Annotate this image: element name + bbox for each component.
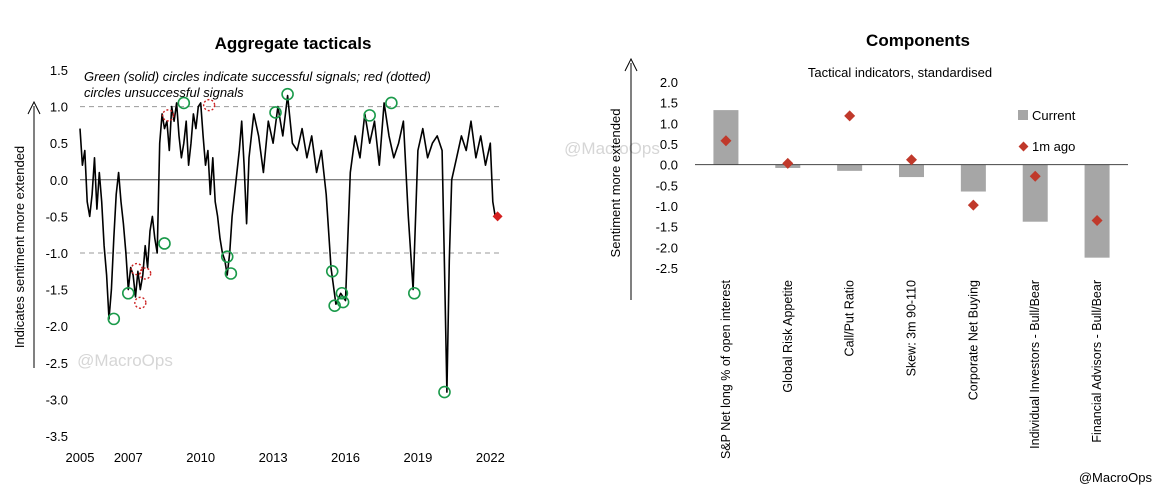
left-y-tick-label: -3.5 <box>46 429 68 444</box>
right-y-tick-label: -1.5 <box>656 220 678 235</box>
right-y-tick-label: 0.5 <box>660 137 678 152</box>
right-y-axis-label: Sentiment more extended <box>608 109 623 258</box>
current-bar <box>960 164 986 192</box>
annotation-line-2: circles unsuccessful signals <box>84 85 244 100</box>
failed-signal-circle <box>134 296 147 309</box>
one-month-ago-marker <box>844 110 856 122</box>
tacticals-series-line <box>79 94 496 393</box>
right-y-tick-label: 2.0 <box>660 75 678 90</box>
left-y-tick-label: -1.0 <box>46 246 68 261</box>
right-ylabel-arrow-head <box>624 57 638 72</box>
failed-signal-circle <box>138 267 152 280</box>
aggregate-tacticals-chart: Aggregate tacticals @MacroOps 1.5 1.0 0.5 0… <box>12 34 505 465</box>
annotation-line-1: Green (solid) circles indicate successfu… <box>84 69 431 84</box>
right-y-tick-label: 0.0 <box>660 158 678 173</box>
right-y-tick-label: -0.5 <box>656 178 678 193</box>
one-month-ago-marker <box>1029 170 1041 182</box>
success-signal-circle <box>336 295 350 309</box>
right-y-tick-label: -2.5 <box>656 261 678 276</box>
right-watermark: @MacroOps <box>564 139 660 158</box>
left-chart-title: Aggregate tacticals <box>215 34 372 53</box>
one-month-ago-marker <box>906 154 917 166</box>
left-y-tick-label: -1.5 <box>46 283 68 298</box>
right-chart-subtitle: Tactical indicators, standardised <box>808 65 992 80</box>
success-signal-circle <box>335 286 349 300</box>
success-signal-circle <box>107 312 121 326</box>
one-month-ago-marker <box>720 135 732 147</box>
left-ylabel-arrow-head <box>27 100 41 115</box>
credit-text: @MacroOps <box>1079 470 1153 485</box>
left-x-tick-label: 2016 <box>331 450 360 465</box>
left-x-tick-label: 2005 <box>66 450 95 465</box>
success-signal-circle <box>224 267 238 280</box>
left-x-tick-label: 2019 <box>403 450 432 465</box>
failed-signal-circle <box>202 98 216 112</box>
success-signal-circle <box>363 109 376 122</box>
left-x-tick-label: 2010 <box>186 450 215 465</box>
left-y-tick-label: 0.5 <box>50 136 68 151</box>
success-signal-circle <box>438 385 451 399</box>
left-x-tick-label: 2007 <box>114 450 143 465</box>
left-watermark: @MacroOps <box>77 351 173 370</box>
category-label: Financial Advisors - Bull/Bear <box>1090 280 1104 443</box>
success-signal-circle <box>177 96 191 110</box>
success-signal-circle <box>385 96 398 110</box>
left-y-tick-label: -3.0 <box>46 392 68 407</box>
left-y-axis-label: Indicates sentiment more extended <box>12 146 27 348</box>
legend: Current 1m ago <box>1018 108 1076 154</box>
legend-label-1m-ago: 1m ago <box>1032 139 1075 154</box>
right-chart-title: Components <box>866 31 970 50</box>
current-bar <box>1084 164 1110 258</box>
components-chart: Components Tactical indicators, standard… <box>564 31 1128 459</box>
category-label: Corporate Net Buying <box>966 280 980 400</box>
one-month-ago-marker <box>782 157 794 169</box>
right-y-tick-label: -2.0 <box>656 240 678 255</box>
left-x-tick-label: 2013 <box>259 450 288 465</box>
failed-signal-circle <box>130 262 143 276</box>
one-month-ago-marker <box>1091 214 1103 226</box>
failed-signal-circle <box>161 109 175 122</box>
success-signal-circle <box>158 237 171 250</box>
success-signal-circle <box>408 286 421 300</box>
current-bar <box>899 164 924 178</box>
success-signal-circle <box>281 87 294 101</box>
legend-swatch-1m-ago <box>1018 141 1029 152</box>
left-x-tick-label: 2022 <box>476 450 505 465</box>
success-signal-circle <box>325 264 339 278</box>
right-y-tick-label: -1.0 <box>656 199 678 214</box>
left-y-tick-label: 0.0 <box>50 173 68 188</box>
category-label: Skew: 3m 90-110 <box>905 280 919 376</box>
category-label: Global Risk Appetite <box>781 280 795 393</box>
category-label: Call/Put Ratio <box>843 280 857 356</box>
left-y-tick-label: 1.5 <box>50 63 68 78</box>
success-signal-circle <box>121 286 135 300</box>
left-y-tick-label: 1.0 <box>50 100 68 115</box>
right-y-tick-label: 1.0 <box>660 116 678 131</box>
legend-swatch-current <box>1018 110 1028 120</box>
category-label: Individual Investors - Bull/Bear <box>1028 280 1042 449</box>
current-value-marker <box>492 211 503 222</box>
left-y-tick-label: -2.0 <box>46 319 68 334</box>
success-signal-circle <box>328 299 341 313</box>
success-signal-circle <box>220 250 234 263</box>
success-signal-circle <box>269 106 282 119</box>
legend-label-current: Current <box>1032 108 1076 123</box>
left-y-tick-label: -0.5 <box>46 209 68 224</box>
category-label: S&P Net long % of open interest <box>719 279 733 459</box>
right-y-tick-label: 1.5 <box>660 96 678 111</box>
left-y-tick-label: -2.5 <box>46 356 68 371</box>
current-bar <box>837 164 863 171</box>
one-month-ago-marker <box>967 199 979 211</box>
